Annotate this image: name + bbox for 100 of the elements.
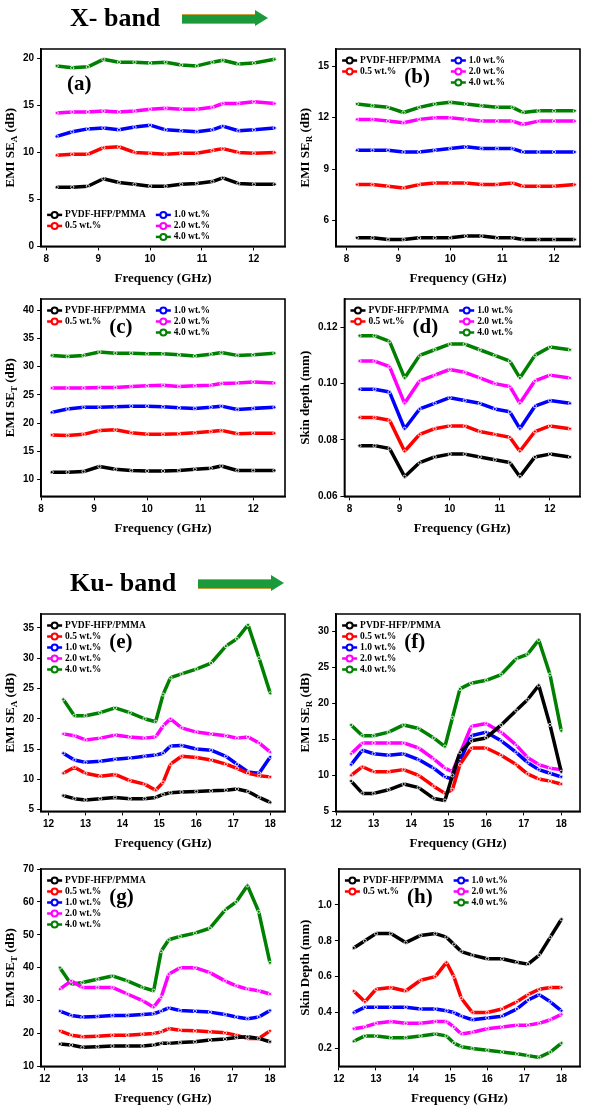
x-tick-label: 10: [141, 503, 154, 515]
y-tick-label: 10: [318, 769, 330, 781]
x-tick-label: 12: [42, 818, 55, 830]
y-tick-label: 20: [23, 1027, 35, 1039]
legend-label: 4.0 wt.%: [360, 663, 397, 674]
x-tick-label: 14: [116, 818, 129, 830]
y-tick-label: 50: [23, 928, 35, 940]
y-tick-label: 15: [23, 445, 35, 457]
x-tick-label: 17: [518, 818, 530, 830]
x-tick-label: 15: [443, 818, 455, 830]
x-tick-label: 16: [481, 1073, 494, 1085]
legend-label: 0.5 wt.%: [368, 315, 405, 326]
x-tick-label: 18: [555, 818, 568, 830]
x-tick-label: 12: [248, 253, 260, 265]
y-tick-label: 6: [323, 214, 330, 226]
x-axis-title: Frequency (GHz): [409, 834, 507, 850]
x-tick-label: 13: [370, 1073, 382, 1085]
x-tick-label: 9: [396, 503, 403, 515]
y-axis-title: EMI SEA (dB): [2, 107, 20, 188]
y-axis-title: Skin depth (mm): [297, 350, 313, 445]
legend-label: 2.0 wt.%: [477, 315, 514, 326]
y-tick-label: 30: [23, 994, 35, 1006]
x-tick-label: 9: [91, 503, 98, 515]
y-tick-label: 35: [23, 621, 35, 633]
legend-label: PVDF-HFP/PMMA: [65, 209, 146, 220]
legend-label: PVDF-HFP/PMMA: [368, 304, 450, 315]
legend-label: 0.5 wt.%: [65, 630, 102, 641]
y-axis-title: EMI SET (dB): [2, 358, 20, 438]
y-tick-label: 40: [23, 304, 35, 316]
chart-title: Ku- band: [70, 568, 177, 598]
x-tick-label: 12: [39, 1073, 51, 1085]
x-tick-label: 16: [480, 818, 493, 830]
x-tick-label: 17: [226, 1073, 239, 1085]
y-tick-label: 9: [323, 162, 330, 174]
legend-label: 2.0 wt.%: [65, 652, 102, 663]
x-tick-label: 8: [346, 503, 353, 515]
x-tick-label: 14: [114, 1073, 126, 1085]
y-tick-label: 20: [23, 712, 35, 724]
y-tick-label: 10: [23, 473, 35, 485]
legend-label: PVDF-HFP/PMMA: [65, 619, 146, 630]
annotation: (h): [407, 884, 433, 909]
x-tick-label: 10: [444, 253, 457, 265]
annotation: (b): [404, 64, 430, 89]
y-axis-title: Skin Depth (mm): [297, 919, 313, 1016]
x-tick-label: 9: [395, 253, 402, 265]
legend-label: 1.0 wt.%: [173, 209, 210, 220]
y-tick-label: 15: [23, 99, 35, 111]
legend-label: 4.0 wt.%: [471, 896, 508, 907]
x-tick-label: 8: [38, 503, 45, 515]
y-tick-label: 5: [28, 193, 35, 205]
legend-label: 4.0 wt.%: [65, 918, 102, 929]
y-tick-label: 5: [323, 805, 330, 817]
legend-label: 2.0 wt.%: [173, 315, 210, 326]
y-tick-label: 10: [23, 1060, 35, 1072]
annotation: (f): [404, 629, 426, 654]
legend-label: 0.5 wt.%: [362, 885, 400, 896]
y-tick-label: 0.6: [318, 970, 333, 982]
y-tick-label: 15: [318, 59, 330, 71]
x-tick-label: 18: [555, 1073, 568, 1085]
y-tick-label: 70: [23, 862, 35, 874]
legend-label: 2.0 wt.%: [173, 220, 210, 231]
y-tick-label: 20: [23, 52, 35, 64]
x-tick-label: 11: [496, 253, 508, 265]
legend-label: 2.0 wt.%: [468, 65, 505, 76]
legend-label: 4.0 wt.%: [173, 326, 210, 337]
y-tick-label: 60: [23, 895, 35, 907]
annotation: (d): [412, 314, 439, 339]
x-tick-label: 14: [405, 818, 418, 830]
x-tick-label: 10: [444, 503, 456, 515]
x-axis-title: Frequency (GHz): [114, 1089, 212, 1105]
legend-label: 0.5 wt.%: [360, 65, 397, 76]
legend-label: 0.5 wt.%: [65, 315, 102, 326]
y-tick-label: 15: [318, 733, 330, 745]
y-tick-label: 25: [23, 388, 35, 400]
y-tick-label: 0.08: [317, 433, 338, 445]
x-tick-label: 18: [264, 818, 277, 830]
y-tick-label: 12: [318, 111, 330, 123]
y-tick-label: 15: [23, 742, 35, 754]
legend-label: 4.0 wt.%: [173, 231, 210, 242]
x-tick-label: 10: [144, 253, 157, 265]
x-tick-label: 17: [518, 1073, 531, 1085]
legend-label: PVDF-HFP/PMMA: [65, 304, 146, 315]
y-tick-label: 0.2: [318, 1042, 333, 1054]
y-tick-label: 20: [318, 697, 330, 709]
legend-label: 4.0 wt.%: [65, 663, 102, 674]
x-tick-label: 13: [79, 818, 92, 830]
x-tick-label: 13: [368, 818, 380, 830]
y-tick-label: 30: [23, 651, 35, 663]
x-tick-label: 11: [196, 253, 208, 265]
chart-title: X- band: [70, 3, 161, 33]
y-axis-title: EMI SER (dB): [297, 107, 315, 188]
legend-label: PVDF-HFP/PMMA: [65, 874, 146, 885]
x-tick-label: 17: [227, 818, 240, 830]
legend-label: 1.0 wt.%: [173, 304, 210, 315]
legend-label: 0.5 wt.%: [360, 630, 397, 641]
x-axis-title: Frequency (GHz): [114, 269, 212, 285]
y-tick-label: 5: [28, 803, 35, 815]
legend-label: 1.0 wt.%: [471, 874, 508, 885]
x-tick-label: 11: [194, 503, 206, 515]
x-axis-title: Frequency (GHz): [409, 269, 507, 285]
